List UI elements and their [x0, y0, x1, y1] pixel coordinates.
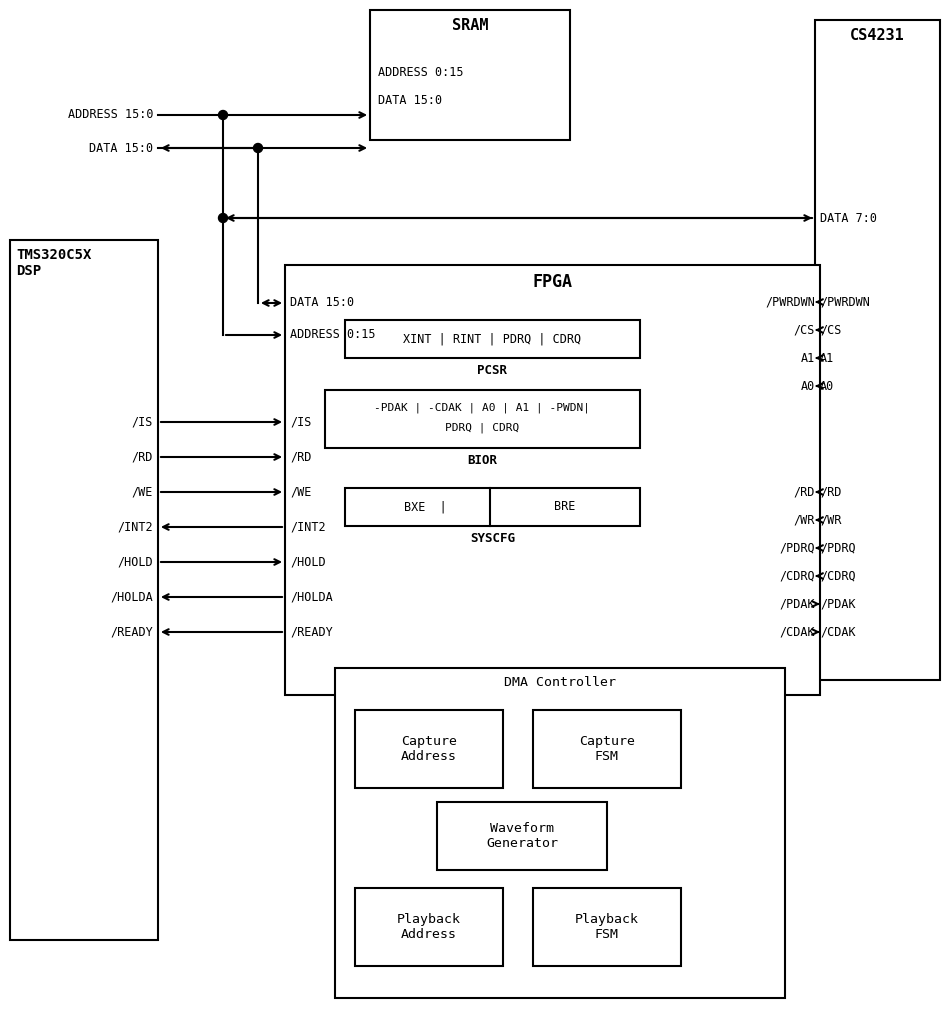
Text: ADDRESS 15:0: ADDRESS 15:0 [68, 109, 153, 122]
Text: /PDRQ: /PDRQ [780, 542, 815, 555]
Text: /CDAK: /CDAK [820, 626, 855, 639]
Bar [335, 668, 785, 998]
Text: DATA 7:0: DATA 7:0 [820, 212, 877, 224]
Text: A0: A0 [801, 380, 815, 392]
Text: /PDAK: /PDAK [780, 597, 815, 610]
Bar [285, 265, 820, 695]
Text: BXE  |: BXE | [404, 501, 447, 513]
Bar [325, 390, 640, 449]
Text: /HOLDA: /HOLDA [290, 591, 332, 603]
Text: /RD: /RD [290, 451, 312, 464]
Text: /INT2: /INT2 [117, 520, 153, 534]
Text: /WE: /WE [290, 485, 312, 499]
Text: /HOLD: /HOLD [290, 555, 326, 568]
Text: /CS: /CS [820, 324, 841, 337]
Text: FPGA: FPGA [532, 273, 572, 291]
Text: A0: A0 [820, 380, 834, 392]
Bar [345, 488, 640, 526]
Text: PDRQ | CDRQ: PDRQ | CDRQ [446, 423, 519, 433]
Text: /PWRDWN: /PWRDWN [820, 296, 869, 308]
Text: TMS320C5X
DSP: TMS320C5X DSP [16, 248, 92, 279]
Bar [533, 710, 681, 788]
Text: Playback
FSM: Playback FSM [575, 913, 639, 941]
Bar [355, 888, 503, 966]
Text: /RD: /RD [131, 451, 153, 464]
Text: /READY: /READY [110, 626, 153, 639]
Text: Capture
Address: Capture Address [401, 735, 457, 763]
Text: /WR: /WR [820, 513, 841, 526]
Text: CS4231: CS4231 [851, 28, 905, 43]
Circle shape [254, 143, 262, 153]
Text: /RD: /RD [820, 485, 841, 499]
Text: /CS: /CS [794, 324, 815, 337]
Bar [345, 319, 640, 358]
Text: Capture
FSM: Capture FSM [579, 735, 635, 763]
Text: DMA Controller: DMA Controller [504, 676, 616, 689]
Text: SRAM: SRAM [452, 18, 488, 33]
Text: DATA 15:0: DATA 15:0 [89, 141, 153, 155]
Text: ADDRESS 0:15: ADDRESS 0:15 [378, 66, 464, 79]
Text: /IS: /IS [290, 416, 312, 428]
Text: /WE: /WE [131, 485, 153, 499]
Text: /READY: /READY [290, 626, 332, 639]
Bar [533, 888, 681, 966]
Text: /PWRDWN: /PWRDWN [766, 296, 815, 308]
Bar [437, 802, 607, 870]
Text: DATA 15:0: DATA 15:0 [378, 93, 442, 106]
Text: /CDAK: /CDAK [780, 626, 815, 639]
Text: -PDAK | -CDAK | A0 | A1 | -PWDN|: -PDAK | -CDAK | A0 | A1 | -PWDN| [375, 402, 591, 414]
Text: /CDRQ: /CDRQ [820, 569, 855, 583]
Text: SYSCFG: SYSCFG [470, 531, 515, 545]
Circle shape [218, 213, 228, 222]
Bar [815, 20, 940, 680]
Text: /PDRQ: /PDRQ [820, 542, 855, 555]
Text: ADDRESS 0:15: ADDRESS 0:15 [290, 329, 376, 341]
Bar [370, 10, 570, 140]
Text: BRE: BRE [554, 501, 576, 513]
Text: /PDAK: /PDAK [820, 597, 855, 610]
Text: A1: A1 [820, 351, 834, 365]
Text: A1: A1 [801, 351, 815, 365]
Text: /CDRQ: /CDRQ [780, 569, 815, 583]
Text: /WR: /WR [794, 513, 815, 526]
Text: /IS: /IS [131, 416, 153, 428]
Bar [10, 240, 158, 940]
Text: /RD: /RD [794, 485, 815, 499]
Text: /HOLD: /HOLD [117, 555, 153, 568]
Circle shape [218, 111, 228, 120]
Text: DATA 15:0: DATA 15:0 [290, 297, 354, 309]
Text: PCSR: PCSR [478, 364, 508, 377]
Bar [355, 710, 503, 788]
Text: BIOR: BIOR [467, 454, 497, 467]
Text: /INT2: /INT2 [290, 520, 326, 534]
Text: /HOLDA: /HOLDA [110, 591, 153, 603]
Text: XINT | RINT | PDRQ | CDRQ: XINT | RINT | PDRQ | CDRQ [403, 333, 582, 345]
Text: Playback
Address: Playback Address [397, 913, 461, 941]
Text: Waveform
Generator: Waveform Generator [486, 822, 558, 850]
